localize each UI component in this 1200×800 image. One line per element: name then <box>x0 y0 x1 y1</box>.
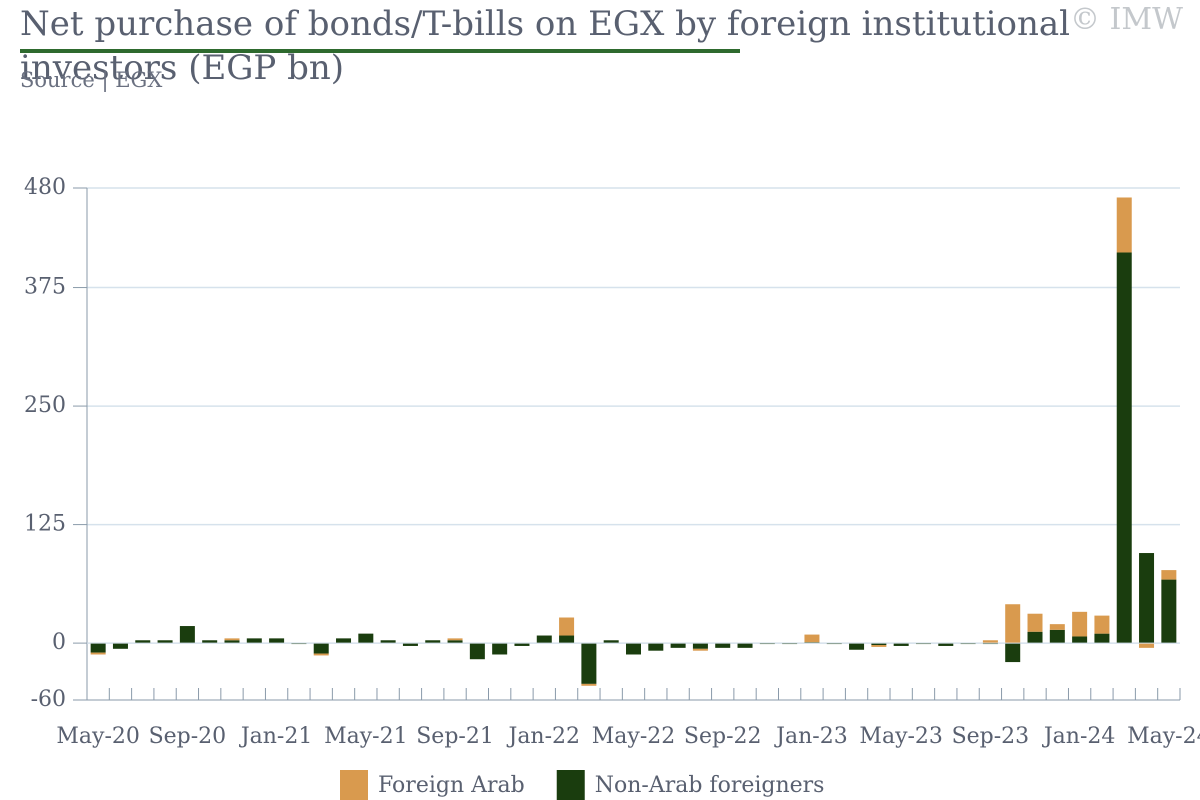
bar <box>157 640 173 644</box>
bar <box>358 633 374 644</box>
bar <box>871 643 887 646</box>
x-tick-label: May-23 <box>859 724 943 749</box>
bar <box>1139 643 1155 648</box>
bar <box>1072 611 1088 637</box>
bar <box>559 635 575 644</box>
bar <box>849 643 865 650</box>
bar <box>425 640 441 644</box>
bar <box>469 643 485 660</box>
bar <box>402 643 418 646</box>
bar <box>1161 570 1177 580</box>
legend-swatch <box>556 770 585 800</box>
bar <box>492 643 508 655</box>
bar <box>112 643 128 649</box>
x-tick-label: Sep-20 <box>149 724 227 749</box>
bar <box>804 634 820 643</box>
watermark: © IMW <box>1070 2 1183 37</box>
bar <box>90 643 106 653</box>
bar <box>715 643 731 648</box>
bar <box>246 638 262 644</box>
y-tick-label: 250 <box>24 393 66 418</box>
x-tick-label: May-22 <box>592 724 676 749</box>
legend-label: Foreign Arab <box>378 773 525 798</box>
bar <box>938 643 954 646</box>
bar <box>1094 615 1110 634</box>
bar <box>692 643 708 649</box>
bar <box>871 645 887 647</box>
bar <box>224 640 240 644</box>
bar <box>1049 629 1065 644</box>
bar <box>648 643 664 651</box>
bar <box>1005 604 1021 644</box>
chart-title: Net purchase of bonds/T-bills on EGX by … <box>20 4 1071 88</box>
bar <box>514 643 530 646</box>
bar <box>1072 636 1088 644</box>
bar <box>135 640 151 644</box>
bar <box>603 640 619 644</box>
x-tick-label: May-20 <box>56 724 140 749</box>
bar <box>336 638 352 644</box>
bar <box>1161 579 1177 644</box>
bar <box>313 653 329 656</box>
bar <box>692 648 708 651</box>
bar <box>1094 633 1110 644</box>
y-tick-label: -60 <box>31 687 66 712</box>
bar <box>1116 252 1132 644</box>
bar <box>626 643 641 655</box>
x-tick-label: May-21 <box>324 724 408 749</box>
bar <box>536 635 552 644</box>
bar <box>581 643 597 684</box>
bar <box>380 640 396 644</box>
subtitle: Source | EGX <box>20 68 163 92</box>
y-tick-label: 125 <box>24 512 66 537</box>
bar <box>447 640 463 644</box>
x-tick-label: Jan-23 <box>774 724 848 749</box>
x-tick-label: Sep-21 <box>416 724 494 749</box>
x-tick-label: Jan-21 <box>239 724 313 749</box>
x-tick-label: Jan-24 <box>1042 724 1116 749</box>
bar <box>1049 624 1065 630</box>
bar <box>1139 553 1155 644</box>
legend-label: Non-Arab foreigners <box>595 773 825 798</box>
legend-swatch <box>340 770 368 800</box>
bar <box>670 643 686 648</box>
y-tick-label: 480 <box>24 175 66 200</box>
bar <box>559 617 575 636</box>
bar <box>1005 643 1021 663</box>
bar <box>447 638 463 641</box>
bar <box>1027 613 1043 632</box>
bar <box>224 638 240 641</box>
x-tick-label: Jan-22 <box>507 724 581 749</box>
bar <box>1027 631 1043 644</box>
y-tick-label: 0 <box>52 630 66 655</box>
bar <box>179 626 195 644</box>
bar <box>737 643 753 648</box>
x-tick-label: May-24 <box>1127 724 1200 749</box>
title-rule <box>20 49 740 53</box>
bar <box>90 652 106 655</box>
x-tick-label: Sep-22 <box>684 724 762 749</box>
x-tick-label: Sep-23 <box>952 724 1030 749</box>
bar <box>1116 197 1132 253</box>
bar <box>982 640 998 644</box>
bar <box>581 683 597 686</box>
bar <box>313 643 329 654</box>
y-tick-label: 375 <box>24 275 66 300</box>
bar <box>202 640 218 644</box>
bar <box>269 638 285 644</box>
bar <box>893 643 909 646</box>
